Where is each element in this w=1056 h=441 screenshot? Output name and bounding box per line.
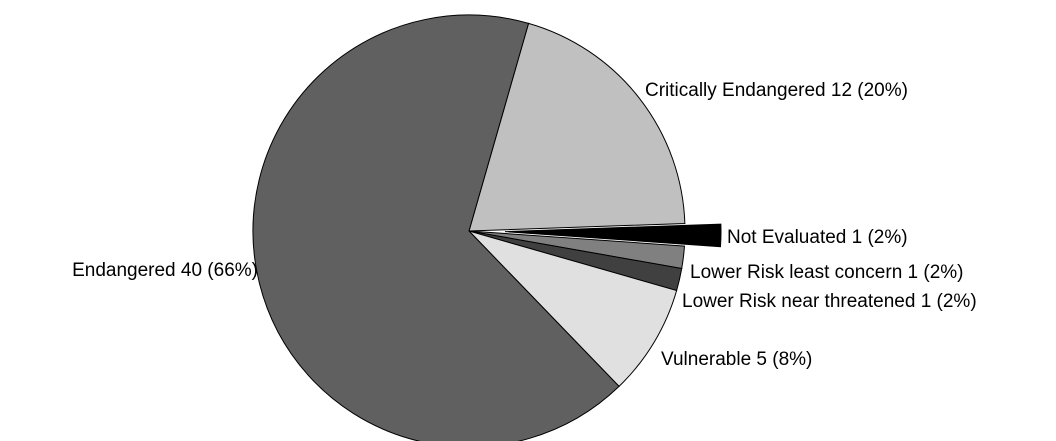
pie-label-lower-risk-near-threatened: Lower Risk near threatened 1 (2%): [682, 291, 977, 312]
pie-slice-endangered: [252, 14, 620, 441]
pie-label-not-evaluated: Not Evaluated 1 (2%): [727, 227, 908, 248]
pie-label-vulnerable: Vulnerable 5 (8%): [661, 349, 812, 370]
pie-label-lower-risk-least-concern: Lower Risk least concern 1 (2%): [690, 262, 964, 283]
pie-slice-critically-endangered: [468, 22, 686, 232]
pie-slice-vulnerable: [467, 230, 678, 388]
pie-label-endangered: Endangered 40 (66%): [72, 260, 258, 281]
pie-label-critically-endangered: Critically Endangered 12 (20%): [645, 80, 908, 101]
pie-slice-not-evaluated: [504, 223, 722, 248]
